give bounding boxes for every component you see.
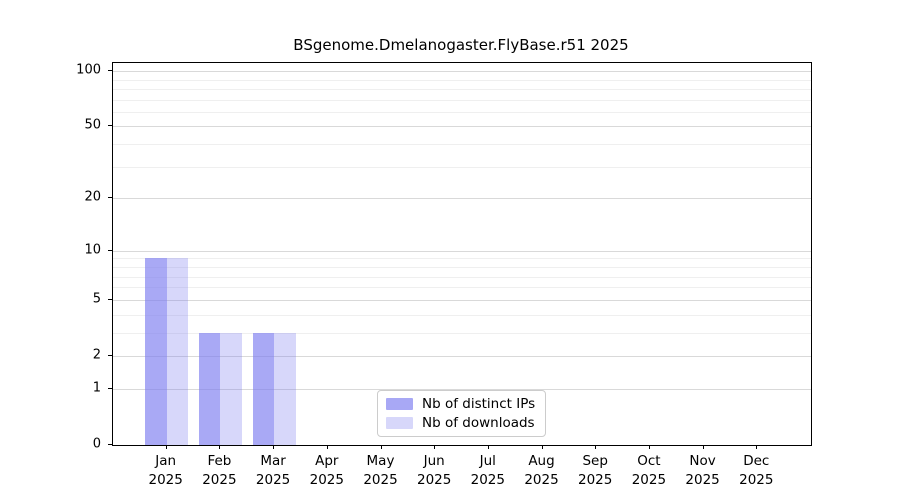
x-tick-label: Jul 2025 — [470, 453, 505, 488]
minor-gridline — [113, 111, 811, 113]
legend-item-downloads: Nb of downloads — [386, 416, 535, 430]
minor-gridline — [113, 144, 811, 146]
major-gridline — [113, 250, 811, 252]
y-tick-mark — [108, 249, 112, 251]
x-tick-label: Feb 2025 — [202, 453, 237, 488]
x-tick-mark — [756, 445, 758, 449]
chart-title: BSgenome.Dmelanogaster.FlyBase.r51 2025 — [293, 36, 629, 54]
legend-item-distinct-ips: Nb of distinct IPs — [386, 397, 535, 411]
downloads-bar — [220, 332, 242, 445]
y-tick-mark — [108, 387, 112, 389]
x-tick-mark — [326, 445, 328, 449]
x-tick-label: May 2025 — [363, 453, 398, 488]
y-tick-mark — [108, 444, 112, 445]
x-tick-mark — [380, 445, 382, 449]
y-tick-mark — [108, 125, 112, 127]
major-gridline — [113, 198, 811, 200]
y-tick-label: 100 — [76, 62, 101, 78]
y-tick-mark — [108, 298, 112, 300]
minor-gridline — [113, 89, 811, 90]
y-tick-label: 2 — [92, 347, 101, 363]
minor-gridline — [113, 276, 811, 278]
y-tick-mark — [108, 70, 112, 72]
x-tick-mark — [273, 445, 275, 449]
x-tick-label: Apr 2025 — [309, 453, 344, 488]
x-tick-mark — [595, 445, 597, 449]
major-gridline — [113, 71, 811, 73]
x-tick-mark — [165, 445, 167, 449]
x-tick-mark — [434, 445, 436, 449]
major-gridline — [113, 126, 811, 128]
x-tick-mark — [219, 445, 221, 449]
minor-gridline — [113, 332, 811, 334]
legend-label: Nb of distinct IPs — [422, 396, 536, 412]
distinct-ips-bar — [145, 258, 167, 445]
distinct-ips-bar — [198, 332, 221, 445]
minor-gridline — [113, 267, 811, 268]
x-tick-label: Oct 2025 — [631, 453, 667, 488]
downloads-swatch — [386, 417, 413, 429]
x-tick-label: Jan 2025 — [148, 453, 183, 488]
downloads-bar — [166, 258, 189, 445]
x-tick-label: Sep 2025 — [578, 453, 613, 488]
legend-label: Nb of downloads — [422, 415, 535, 431]
y-tick-mark — [108, 355, 112, 356]
x-tick-mark — [648, 445, 650, 449]
major-gridline — [113, 388, 811, 390]
major-gridline — [113, 356, 811, 357]
minor-gridline — [113, 287, 811, 289]
y-tick-label: 5 — [92, 291, 101, 307]
x-tick-label: Nov 2025 — [685, 453, 720, 488]
minor-gridline — [113, 79, 811, 81]
major-gridline — [113, 299, 811, 301]
distinct-ips-bar — [252, 332, 275, 445]
y-tick-label: 20 — [84, 189, 101, 205]
y-tick-mark — [108, 197, 112, 199]
x-tick-label: Dec 2025 — [739, 453, 774, 488]
minor-gridline — [113, 314, 811, 316]
plot-area — [112, 62, 812, 446]
legend: Nb of distinct IPs Nb of downloads — [377, 390, 547, 437]
x-tick-label: Mar 2025 — [255, 453, 291, 488]
x-tick-mark — [541, 445, 543, 449]
y-tick-label: 1 — [92, 380, 101, 396]
minor-gridline — [113, 99, 811, 101]
x-tick-label: Aug 2025 — [524, 453, 559, 488]
downloads-bar — [274, 332, 296, 445]
y-tick-label: 0 — [92, 436, 101, 452]
minor-gridline — [113, 258, 811, 260]
y-tick-label: 50 — [84, 117, 101, 133]
x-tick-mark — [702, 445, 704, 449]
y-tick-label: 10 — [84, 242, 101, 258]
minor-gridline — [113, 166, 811, 168]
x-tick-label: Jun 2025 — [417, 453, 452, 488]
x-tick-mark — [487, 445, 489, 449]
distinct-ips-swatch — [386, 398, 413, 410]
